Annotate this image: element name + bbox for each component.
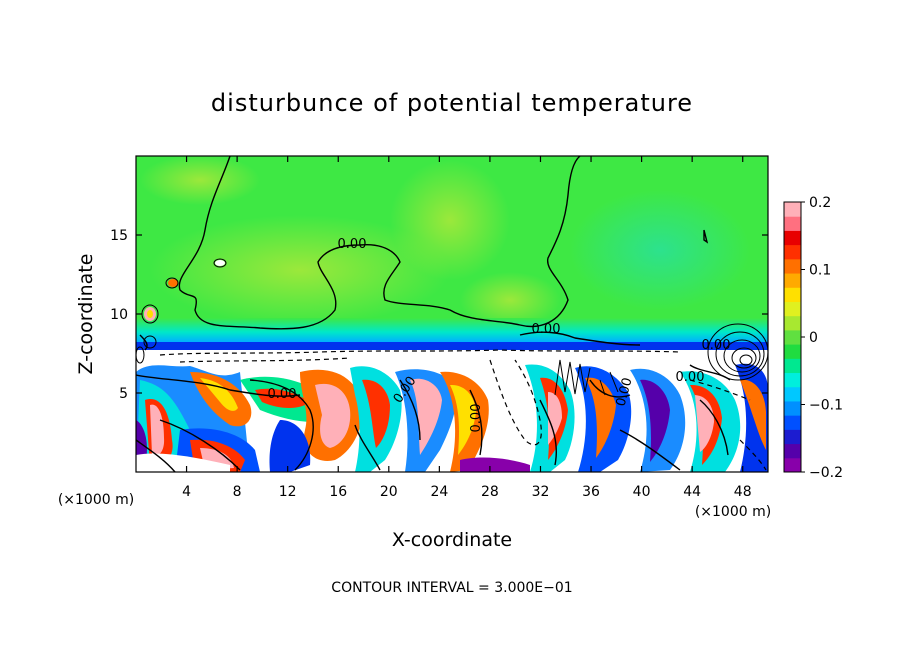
colorbar-tick-label: 0	[809, 330, 818, 346]
colorbar-swatch	[784, 202, 801, 217]
colorbar: 0.2 0.1 0 −0.1 −0.2	[783, 195, 843, 481]
colorbar-swatch	[784, 372, 801, 388]
x-tick-label: 4	[182, 484, 191, 500]
contour-label: 0.00	[614, 376, 636, 408]
x-tick-label: 48	[734, 484, 752, 500]
contour-label: 0.00	[532, 322, 561, 337]
x-tick-label: 12	[279, 484, 297, 500]
colorbar-swatch	[784, 244, 801, 260]
colorbar-swatch	[784, 443, 801, 459]
x-tick-label: 32	[532, 484, 550, 500]
colorbar-swatch	[784, 315, 801, 331]
contour-label: 0.00	[268, 387, 297, 402]
colorbar-swatch	[784, 400, 801, 416]
y-tick-label: 15	[110, 228, 128, 244]
contour-interval-note: CONTOUR INTERVAL = 3.000E−01	[331, 580, 572, 596]
x-tick-label: 16	[329, 484, 347, 500]
colorbar-swatch	[784, 216, 801, 231]
x-tick-label: 36	[582, 484, 600, 500]
colorbar-swatch	[784, 358, 801, 374]
x-unit-label-right: (×1000 m)	[695, 504, 771, 520]
contour-label: 0.00	[469, 404, 484, 433]
x-tick-label: 44	[683, 484, 701, 500]
contour-dashed	[159, 349, 767, 471]
y-axis: 5 10 15	[110, 228, 768, 402]
contour-label: 0.00	[338, 237, 367, 252]
x-axis-label: X-coordinate	[392, 529, 512, 551]
contour-dense	[136, 258, 768, 396]
contour-labels: 0.000.000.000.000.000.000.000.000.00	[268, 237, 731, 432]
colorbar-swatch	[784, 344, 801, 359]
x-tick-label: 40	[633, 484, 651, 500]
y-tick-label: 5	[119, 386, 128, 402]
colorbar-swatch	[784, 273, 801, 288]
colorbar-tick-label: 0.2	[809, 195, 831, 211]
heatmap-field	[136, 156, 768, 472]
chart-title: disturbunce of potential temperature	[211, 89, 693, 117]
x-axis: 4 8 12 16 20 24 28 32 36 40 44 48	[182, 156, 752, 500]
x-tick-label: 28	[481, 484, 499, 500]
colorbar-swatch	[784, 301, 801, 317]
colorbar-swatch	[784, 429, 801, 445]
colorbar-swatch	[784, 258, 801, 274]
colorbar-swatch	[784, 457, 801, 473]
x-tick-label: 24	[430, 484, 448, 500]
x-unit-label-left: (×1000 m)	[58, 492, 134, 508]
y-axis-label: Z-coordinate	[75, 254, 97, 375]
colorbar-swatch	[784, 386, 801, 402]
contour-label: 0.00	[702, 338, 731, 353]
colorbar-swatch	[784, 415, 801, 430]
colorbar-swatch	[784, 287, 801, 302]
contour-label: 0.00	[676, 370, 705, 385]
y-tick-label: 10	[110, 307, 128, 323]
colorbar-tick-label: −0.2	[809, 465, 843, 481]
colorbar-swatch	[784, 230, 801, 246]
colorbar-tick-label: 0.1	[809, 263, 831, 279]
x-tick-label: 20	[380, 484, 398, 500]
contour-lines	[136, 156, 731, 472]
colorbar-swatch	[784, 329, 801, 345]
colorbar-tick-label: −0.1	[809, 398, 843, 414]
x-tick-label: 8	[233, 484, 242, 500]
